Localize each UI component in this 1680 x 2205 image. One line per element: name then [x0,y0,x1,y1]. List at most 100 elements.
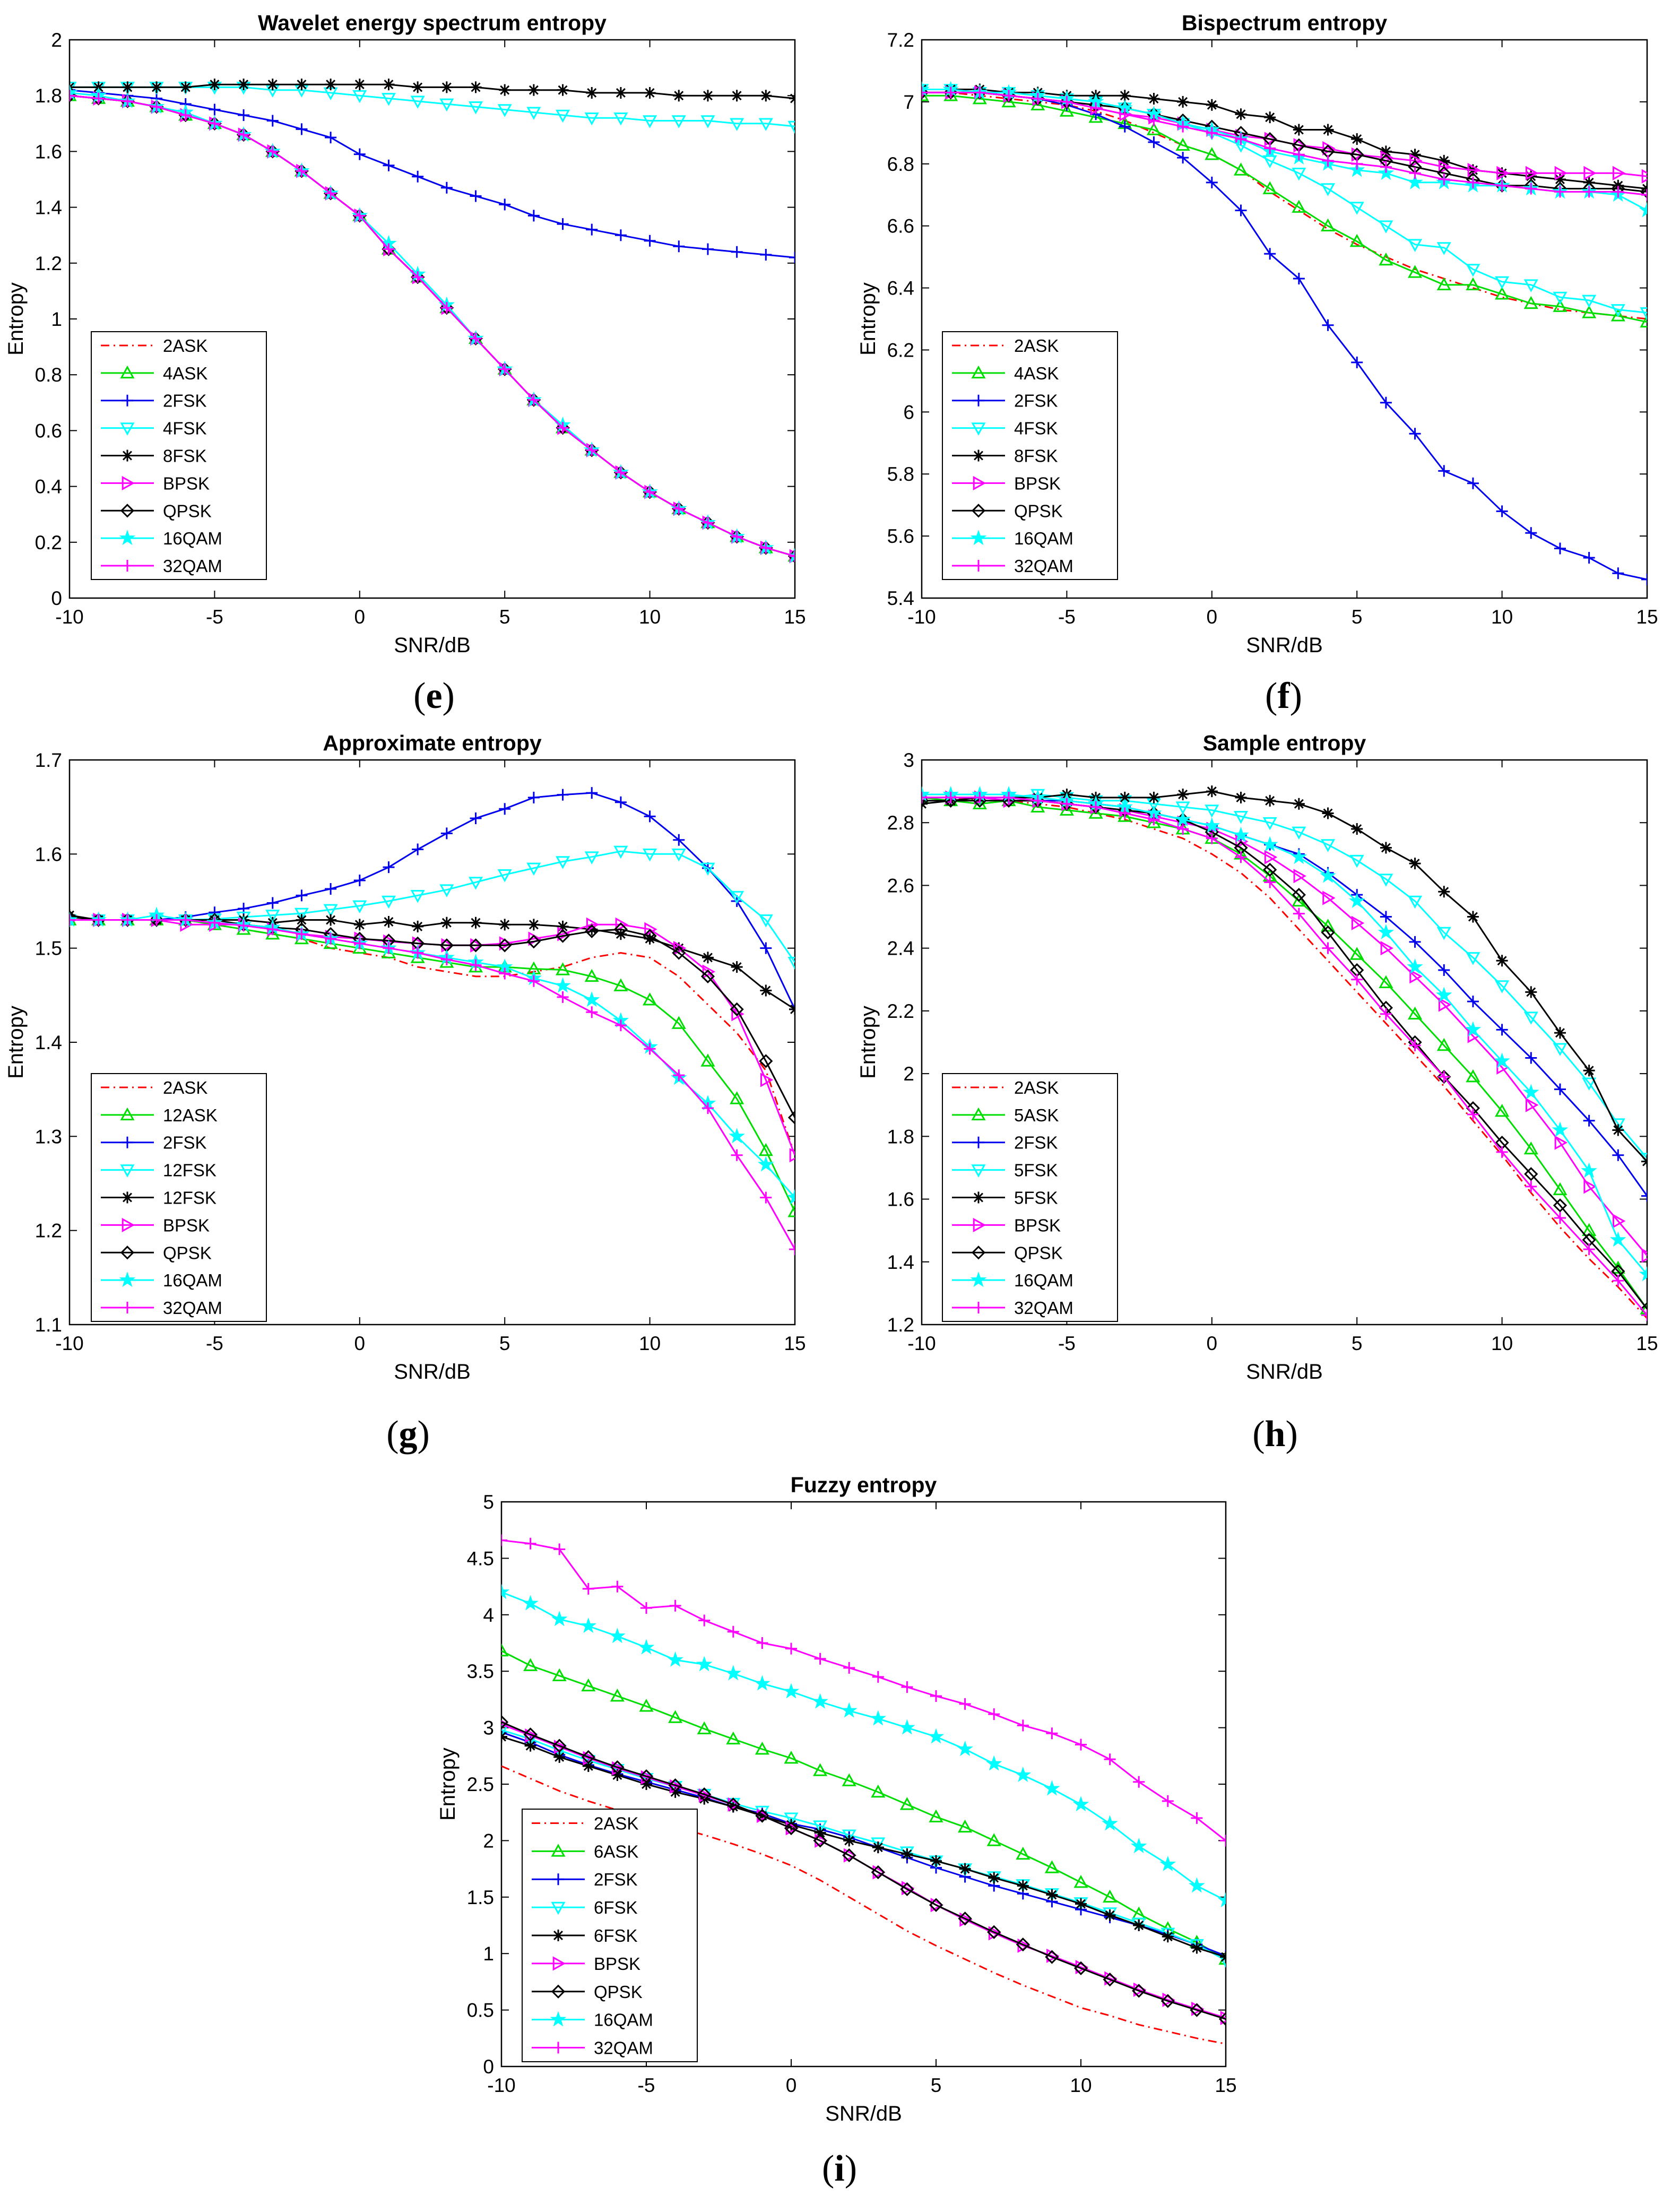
panel-e-series-4fsk-point [787,120,795,134]
panel-i-xtick-label: 15 [1215,2074,1236,2096]
panel-f-ylabel: Entropy [856,282,880,356]
panel-f-legend-label: 4ASK [1014,364,1059,383]
panel-e-xtick-label: 0 [354,606,366,628]
panel-g-xlabel: SNR/dB [394,1360,471,1383]
panel-i-ytick-label: 2.5 [467,1774,494,1795]
panel-i-ytick-label: 1 [483,1943,494,1965]
panel-e-series-8fsk-point [383,79,395,91]
panel-h-series-qpsk-point [1321,925,1335,940]
panel-h-series-32qam-point [1467,1108,1479,1120]
panel-g-legend-marker [120,1107,135,1121]
panel-g-series-qpsk-point [469,938,483,953]
panel-f-series-4ask-point [1233,162,1249,176]
panel-g-series-2fsk-point [266,897,279,909]
panel-f-ytick-label: 6.6 [887,215,914,237]
panel-f-series-8fsk-point [1119,90,1131,102]
panel-g-ytick-label: 1.1 [35,1314,62,1336]
panel-f-series-32qam-point [1235,133,1247,145]
panel-g-ylabel: Entropy [4,1006,28,1079]
panel-e-series-4fsk-point [468,101,483,115]
panel-g-legend-marker [119,1272,136,1287]
panel-f-ytick-label: 5.4 [887,587,914,609]
panel-i-series-6fsk-point [813,1820,828,1834]
panel-i-series-qpsk-point [900,1882,914,1897]
panel-g-legend-label: BPSK [163,1215,210,1235]
panel-e-series-8fsk-point [499,84,511,96]
panel-i-ylabel: Entropy [436,1748,460,1821]
panel-f-series-4fsk-point [1523,279,1538,292]
panel-g-xtick-label: 10 [639,1333,661,1354]
panel-e-legend-marker [120,504,135,518]
panel-i-series-bpsk-point [785,1821,799,1836]
panel-h-series-qpsk-point [1524,1167,1538,1181]
panel-f-legend-marker [970,530,987,546]
panel-f-legend-label: 2FSK [1014,391,1058,411]
panel-h-series-5fsk-point [1349,854,1364,868]
panel-g-series-qpsk-point [759,1054,773,1068]
panel-g-legend-marker [122,1136,133,1148]
panel-f-title: Bispectrum entropy [1182,11,1387,35]
panel-e-series-8fsk-point [209,79,221,91]
panel-f-series-2fsk-point [1264,248,1276,260]
panel-g-series-32qam-point [760,1191,772,1204]
panel-f-series-2fsk-point [1380,396,1392,409]
panel-g-legend-label: 2ASK [163,1078,207,1097]
panel-h-series-group [922,785,1647,1321]
panel-f-series-32qam-point [1206,127,1218,139]
panel-e-series-2fsk-line [70,89,795,258]
panel-h-series-5ask-point [1553,1182,1568,1196]
panel-i-title: Fuzzy entropy [791,1473,937,1497]
panel-i-series-16qam-point [1159,1855,1176,1872]
panel-e-series-2fsk-point [557,218,569,230]
panel-e-series-2fsk-point [209,103,221,116]
panel-f-xtick-label: 15 [1636,606,1658,628]
panel-h-series-32qam-point [1264,876,1276,888]
panel-g-series-12fsk-point [644,932,656,945]
panel-h-series-5fsk-point [1206,785,1218,798]
panel-f-series-4fsk-point [1379,220,1393,234]
panel-i-series-32qam-line [501,1539,1226,1841]
panel-g-series-12fsk-point [468,877,483,890]
panel-f-series-bpsk-point [1554,166,1568,180]
panel-e-series-2fsk-point [412,170,424,183]
panel-e-series-2fsk-point [238,109,250,122]
panel-f-series-bpsk-point [1641,169,1647,184]
panel-e-title: Wavelet energy spectrum entropy [258,11,607,35]
panel-e-legend-label: BPSK [163,473,210,493]
panel-e-series-2fsk-point [470,190,482,202]
panel-h-series-5fsk-point [1525,986,1537,998]
panel-f-series-2fsk-point [1641,573,1647,585]
panel-g-series-12fsk-point [700,862,715,876]
panel-i-series-6fsk-point [582,1760,594,1772]
panel-h-title: Sample entropy [1203,731,1366,755]
panel-i-series-6ask-point [639,1699,654,1712]
panel-f-series-4fsk-point [1610,304,1625,317]
panel-h-legend-marker [971,1246,986,1260]
panel-f-series-32qam-point [974,87,986,99]
panel-f-series-bpsk-point [1613,166,1626,180]
panel-f-series-bpsk-point [1496,166,1510,180]
panel-e-series-32qam-point [238,128,250,141]
panel-f-series-4fsk-point [1640,307,1647,321]
panel-h-legend-label: 5ASK [1014,1105,1059,1125]
panel-f-series-2fsk-point [1293,273,1305,285]
panel-e-series-32qam-point [92,92,105,105]
panel-f-series-4ask-point [1175,137,1190,151]
panel-g-series-32qam-point [412,947,424,959]
panel-g-series-32qam-point [557,991,569,1003]
panel-g-series-12fsk-point [671,849,686,862]
panel-e-series-4fsk-point [381,93,396,106]
panel-f-series-4ask-point [1059,103,1074,117]
panel-i-series-6ask-point [581,1678,596,1692]
panel-g-legend-label: 12ASK [163,1105,218,1125]
panel-h-series-5ask-point [1495,1103,1510,1117]
panel-e-ytick-label: 1.2 [35,253,62,274]
panel-i-series-6ask-point [501,1643,509,1657]
panel-h-series-5fsk-point [1641,1155,1647,1168]
panel-h-series-5fsk-point [1612,1124,1624,1136]
panel-f-series-32qam-point [1293,149,1305,161]
panel-f-series-8fsk-point [1438,154,1450,167]
panel-e-series-4fsk-point [352,90,367,103]
panel-i-series-qpsk-point [552,1739,567,1753]
panel-e-series-32qam-point [353,210,366,222]
